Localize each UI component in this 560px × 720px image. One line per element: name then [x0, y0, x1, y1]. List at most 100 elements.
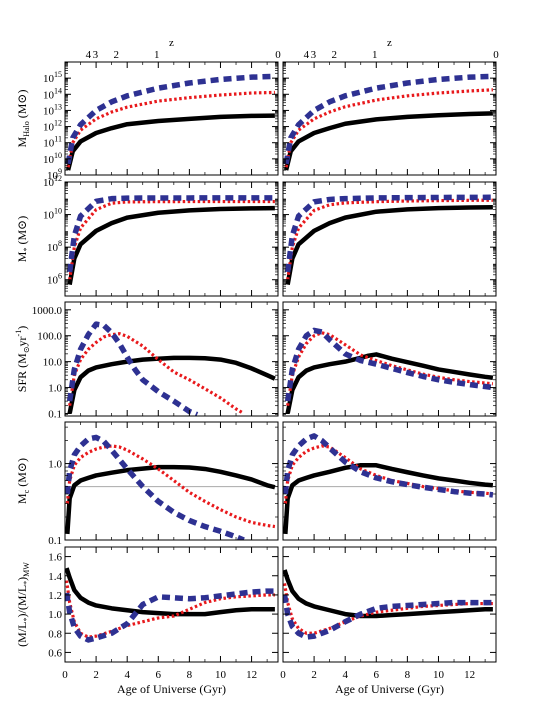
series-solid-line — [283, 569, 493, 619]
redshift-tick-label: 2 — [114, 49, 120, 61]
panels-layer — [64, 61, 497, 663]
y-tick-label: 1000.0 — [32, 305, 63, 317]
series-dotted-line — [65, 444, 276, 529]
panel-frame — [64, 301, 279, 417]
series-group — [65, 567, 275, 643]
redshift-tick-label: 0 — [275, 49, 281, 61]
series-dotted-line — [286, 331, 494, 406]
y-tick-label: 10.0 — [43, 357, 63, 369]
series-solid-line — [65, 464, 276, 535]
series-group — [284, 327, 494, 414]
series-dashed-line — [66, 195, 275, 273]
x-tick-label: 0 — [280, 669, 286, 681]
redshift-tick-label: 2 — [332, 49, 338, 61]
x-tick-label: 8 — [187, 669, 193, 681]
x-axis-label: Age of Universe (Gyr) — [117, 682, 226, 696]
series-solid-line — [283, 111, 493, 171]
panel-frame — [282, 301, 497, 417]
series-dashed-line — [284, 194, 493, 273]
series-solid-line — [67, 205, 275, 286]
panel-row4-col1 — [282, 546, 497, 663]
y-tick-label: 1012 — [43, 119, 62, 134]
y-axis-label-row0: MHalo (M⊙) — [15, 90, 31, 148]
redshift-tick-label: 4 — [304, 49, 310, 61]
panel-frame — [282, 421, 497, 541]
y-tick-label: 0.1 — [48, 535, 62, 547]
y-tick-label: 0.1 — [48, 408, 62, 420]
y-tick-label: 1.4 — [48, 571, 62, 583]
series-group — [66, 321, 276, 416]
panel-row0-col1 — [282, 61, 497, 176]
redshift-tick-label: 3 — [311, 49, 317, 61]
series-dashed-line — [65, 434, 245, 540]
y-tick-label: 108 — [47, 239, 62, 254]
series-solid-line — [285, 205, 493, 286]
y-axis-label-row4: (M/L*)/(M/L*)MW — [15, 562, 31, 647]
redshift-tick-label: 1 — [154, 49, 160, 61]
y-tick-label: 1010 — [43, 151, 62, 166]
series-dotted-line — [68, 199, 275, 280]
series-dashed-line — [66, 321, 199, 416]
series-group — [283, 73, 493, 171]
redshift-axis-label: z — [169, 37, 174, 49]
x-tick-label: 0 — [62, 669, 68, 681]
series-solid-line — [65, 113, 275, 171]
y-tick-label: 1.2 — [48, 590, 62, 602]
y-tick-label: 1.0 — [48, 383, 62, 395]
series-group — [65, 73, 275, 171]
y-tick-label: 1.0 — [48, 459, 62, 471]
series-dashed-line — [65, 73, 275, 165]
series-group — [66, 195, 275, 286]
redshift-tick-label: 3 — [93, 49, 99, 61]
x-tick-label: 12 — [246, 669, 257, 681]
panel-frame — [64, 421, 279, 541]
y-tick-label: 100.0 — [37, 331, 62, 343]
panel-frame — [64, 61, 279, 176]
panel-frame — [282, 61, 497, 176]
redshift-tick-label: 1 — [372, 49, 378, 61]
panel-row1-col1 — [282, 181, 497, 297]
series-group — [284, 194, 493, 286]
series-dashed-line — [65, 588, 275, 643]
y-tick-label: 0.8 — [48, 628, 62, 640]
series-dotted-line — [283, 444, 494, 504]
series-group — [65, 434, 276, 540]
series-dotted-line — [286, 198, 493, 280]
y-tick-label: 1012 — [43, 174, 62, 189]
panel-row0-col0 — [64, 61, 279, 176]
panel-frame — [282, 546, 497, 663]
series-dashed-line — [283, 594, 493, 640]
x-tick-label: 12 — [464, 669, 475, 681]
y-axis-label-row1: M* (M⊙) — [15, 216, 31, 262]
series-dotted-line — [66, 90, 275, 168]
y-tick-label: 1013 — [43, 102, 62, 117]
x-tick-label: 10 — [215, 669, 227, 681]
y-tick-label: 1010 — [43, 207, 62, 222]
redshift-axis-label: z — [387, 37, 392, 49]
y-tick-label: 106 — [47, 272, 62, 287]
panel-row2-col1 — [282, 301, 497, 417]
panel-row3-col0 — [64, 421, 279, 541]
series-solid-line — [285, 352, 494, 414]
x-tick-label: 4 — [124, 669, 130, 681]
panel-row1-col0 — [64, 181, 279, 297]
panel-frame — [64, 546, 279, 663]
x-tick-label: 2 — [311, 669, 317, 681]
y-tick-label: 1.6 — [48, 552, 62, 564]
panel-frame — [282, 181, 497, 297]
y-tick-label: 1015 — [43, 70, 62, 85]
redshift-tick-label: 4 — [86, 49, 92, 61]
series-dotted-line — [284, 88, 493, 168]
y-tick-label: 0.6 — [48, 647, 62, 659]
y-tick-label: 1014 — [43, 86, 62, 101]
panel-frame — [64, 181, 279, 297]
series-solid-line — [65, 567, 275, 617]
series-dotted-line — [68, 332, 245, 415]
y-axis-label-row3: Mc (M⊙) — [15, 458, 31, 504]
series-dashed-line — [283, 73, 493, 165]
series-group — [283, 569, 493, 640]
y-tick-label: 1.0 — [48, 609, 62, 621]
panel-row2-col0 — [64, 301, 279, 417]
series-solid-line — [67, 355, 276, 414]
